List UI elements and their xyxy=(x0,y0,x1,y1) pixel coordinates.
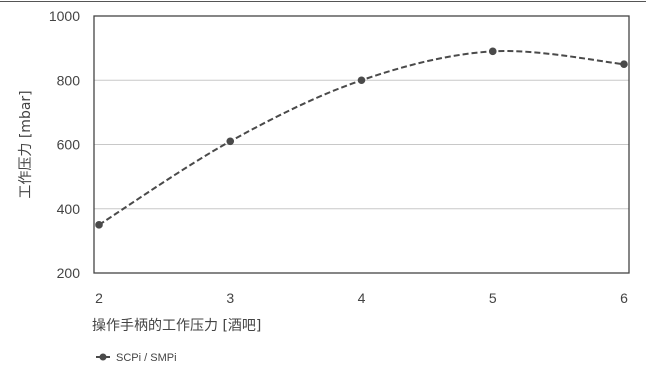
y-tick-label: 200 xyxy=(57,265,81,281)
legend-marker xyxy=(99,353,107,361)
plot-frame xyxy=(93,15,630,274)
data-point xyxy=(488,47,497,56)
data-point xyxy=(226,137,235,146)
grid-lines xyxy=(94,79,629,210)
y-tick-label: 400 xyxy=(57,201,81,217)
data-point xyxy=(357,76,366,85)
legend: SCPi / SMPi xyxy=(96,352,177,364)
x-axis-title: 操作手柄的工作压力 [酒吧] xyxy=(92,318,261,334)
x-tick-label: 6 xyxy=(620,290,628,306)
series-layer xyxy=(95,47,628,229)
y-tick-label: 800 xyxy=(57,72,81,88)
y-tick-label: 600 xyxy=(57,137,81,153)
x-tick-label: 2 xyxy=(95,290,103,306)
x-tick-label: 4 xyxy=(358,290,366,306)
data-point xyxy=(620,60,628,68)
legend-label-scpi-smpi: SCPi / SMPi xyxy=(116,352,177,364)
tick-labels: 200 400 600 800 1000 2 3 4 5 6 xyxy=(49,8,628,306)
x-tick-label: 3 xyxy=(226,290,234,306)
x-tick-label: 5 xyxy=(489,290,497,306)
y-axis-title: 工作压力 [mbar] xyxy=(18,90,34,198)
data-point xyxy=(95,221,103,229)
y-tick-label: 1000 xyxy=(49,8,80,24)
